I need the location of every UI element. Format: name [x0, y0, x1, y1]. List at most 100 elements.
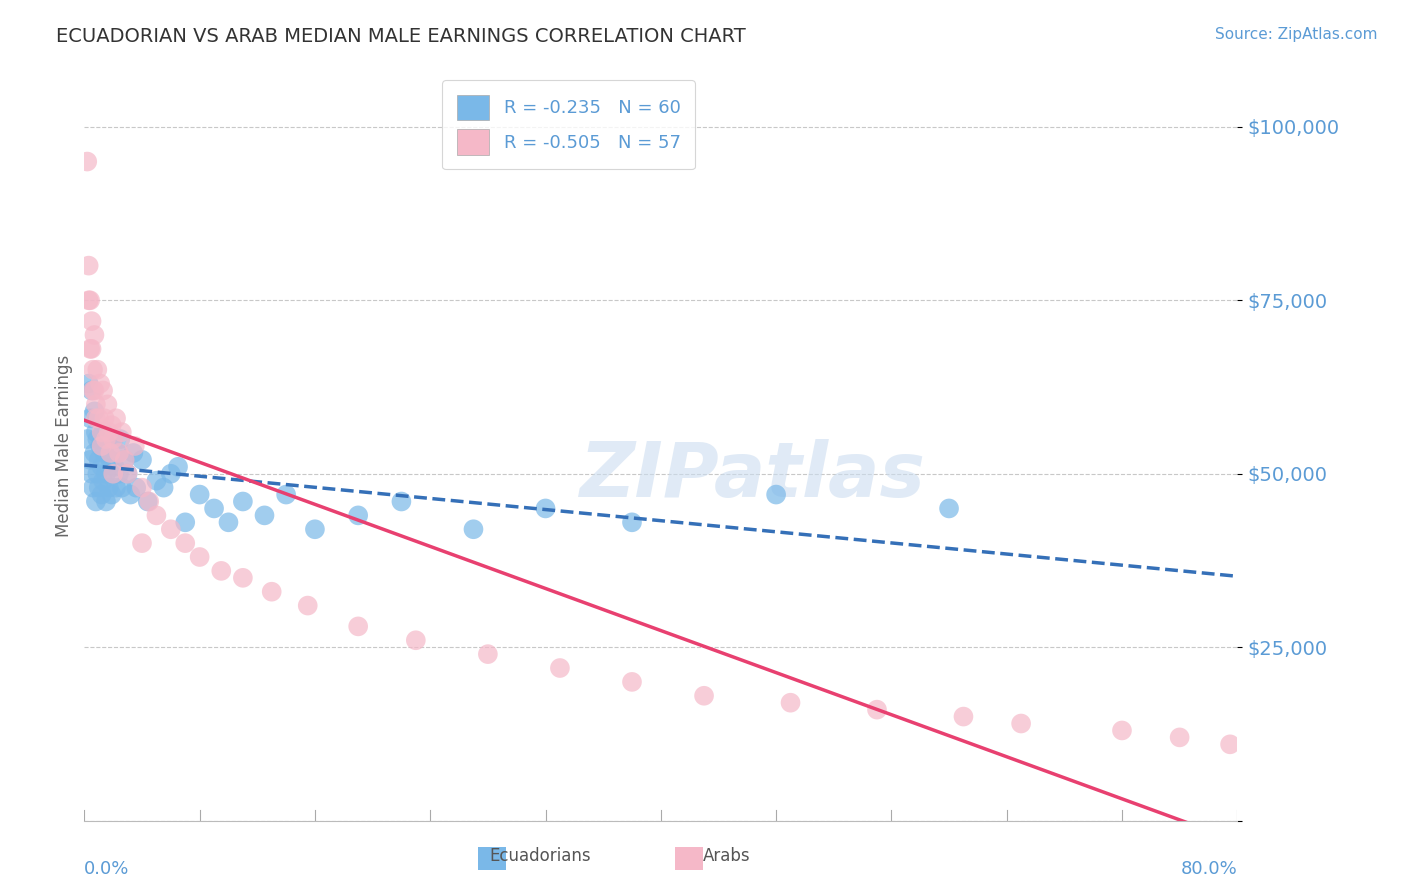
- Point: [90, 425, 112, 439]
- Text: 80.0%: 80.0%: [1181, 860, 1237, 878]
- Point: [79, 411, 101, 425]
- Point: [87, 481, 110, 495]
- Point: [117, 467, 139, 481]
- Text: Ecuadorians: Ecuadorians: [489, 847, 591, 865]
- Legend: R = -0.235   N = 60, R = -0.505   N = 57: R = -0.235 N = 60, R = -0.505 N = 57: [441, 80, 695, 169]
- Point: [80, 342, 103, 356]
- Point: [477, 647, 499, 661]
- Text: 0.0%: 0.0%: [84, 860, 129, 878]
- Text: ZIPatlas: ZIPatlas: [581, 439, 927, 513]
- Point: [131, 453, 153, 467]
- Point: [89, 439, 111, 453]
- Point: [93, 411, 115, 425]
- Point: [77, 376, 100, 391]
- Point: [83, 328, 105, 343]
- Point: [124, 439, 146, 453]
- Point: [347, 619, 370, 633]
- Point: [87, 411, 110, 425]
- Point: [167, 459, 190, 474]
- Point: [938, 501, 960, 516]
- Point: [621, 674, 644, 689]
- Point: [114, 453, 136, 467]
- Text: ECUADORIAN VS ARAB MEDIAN MALE EARNINGS CORRELATION CHART: ECUADORIAN VS ARAB MEDIAN MALE EARNINGS …: [56, 27, 747, 45]
- Point: [80, 384, 103, 398]
- Point: [131, 481, 153, 495]
- Point: [202, 501, 225, 516]
- Point: [110, 432, 132, 446]
- Point: [80, 314, 103, 328]
- Point: [534, 501, 557, 516]
- Point: [779, 696, 801, 710]
- Point: [76, 154, 98, 169]
- Point: [693, 689, 716, 703]
- Point: [77, 293, 100, 308]
- Point: [103, 467, 124, 481]
- Point: [297, 599, 319, 613]
- Point: [1010, 716, 1032, 731]
- Point: [232, 494, 254, 508]
- Point: [114, 453, 136, 467]
- Point: [117, 467, 139, 481]
- Point: [160, 467, 183, 481]
- Point: [84, 494, 107, 508]
- Point: [82, 384, 104, 398]
- Point: [174, 516, 197, 530]
- Point: [105, 481, 128, 495]
- Point: [100, 418, 122, 433]
- Point: [89, 376, 111, 391]
- Point: [232, 571, 254, 585]
- Point: [77, 259, 100, 273]
- Point: [276, 487, 298, 501]
- Point: [1168, 731, 1191, 745]
- Point: [463, 522, 485, 536]
- Point: [76, 432, 98, 446]
- Point: [152, 481, 174, 495]
- Point: [79, 293, 101, 308]
- Point: [79, 342, 101, 356]
- Point: [136, 494, 159, 508]
- Point: [93, 446, 115, 460]
- Point: [347, 508, 370, 523]
- Point: [107, 446, 129, 460]
- Point: [83, 446, 105, 460]
- Point: [174, 536, 197, 550]
- Point: [952, 709, 974, 723]
- Point: [209, 564, 232, 578]
- Point: [548, 661, 571, 675]
- Point: [145, 474, 167, 488]
- Point: [765, 487, 787, 501]
- Point: [218, 516, 240, 530]
- Point: [866, 703, 889, 717]
- Point: [90, 487, 112, 501]
- Point: [97, 481, 120, 495]
- Point: [125, 481, 148, 495]
- Point: [188, 549, 211, 564]
- Point: [84, 425, 107, 439]
- Point: [96, 397, 118, 411]
- Point: [91, 384, 114, 398]
- Point: [260, 584, 283, 599]
- Point: [131, 536, 153, 550]
- Point: [188, 487, 211, 501]
- Point: [304, 522, 326, 536]
- Y-axis label: Median Male Earnings: Median Male Earnings: [55, 355, 73, 537]
- Point: [86, 467, 108, 481]
- Point: [104, 459, 127, 474]
- Point: [84, 411, 107, 425]
- Point: [86, 432, 108, 446]
- Point: [83, 384, 105, 398]
- Point: [96, 432, 118, 446]
- Point: [87, 453, 110, 467]
- Text: Source: ZipAtlas.com: Source: ZipAtlas.com: [1215, 27, 1378, 42]
- Point: [91, 425, 114, 439]
- Point: [111, 425, 134, 439]
- Point: [405, 633, 427, 648]
- Point: [253, 508, 276, 523]
- Point: [82, 481, 104, 495]
- Point: [90, 439, 112, 453]
- Point: [120, 487, 142, 501]
- Point: [90, 459, 112, 474]
- Point: [103, 432, 124, 446]
- Point: [108, 467, 131, 481]
- Point: [1111, 723, 1133, 738]
